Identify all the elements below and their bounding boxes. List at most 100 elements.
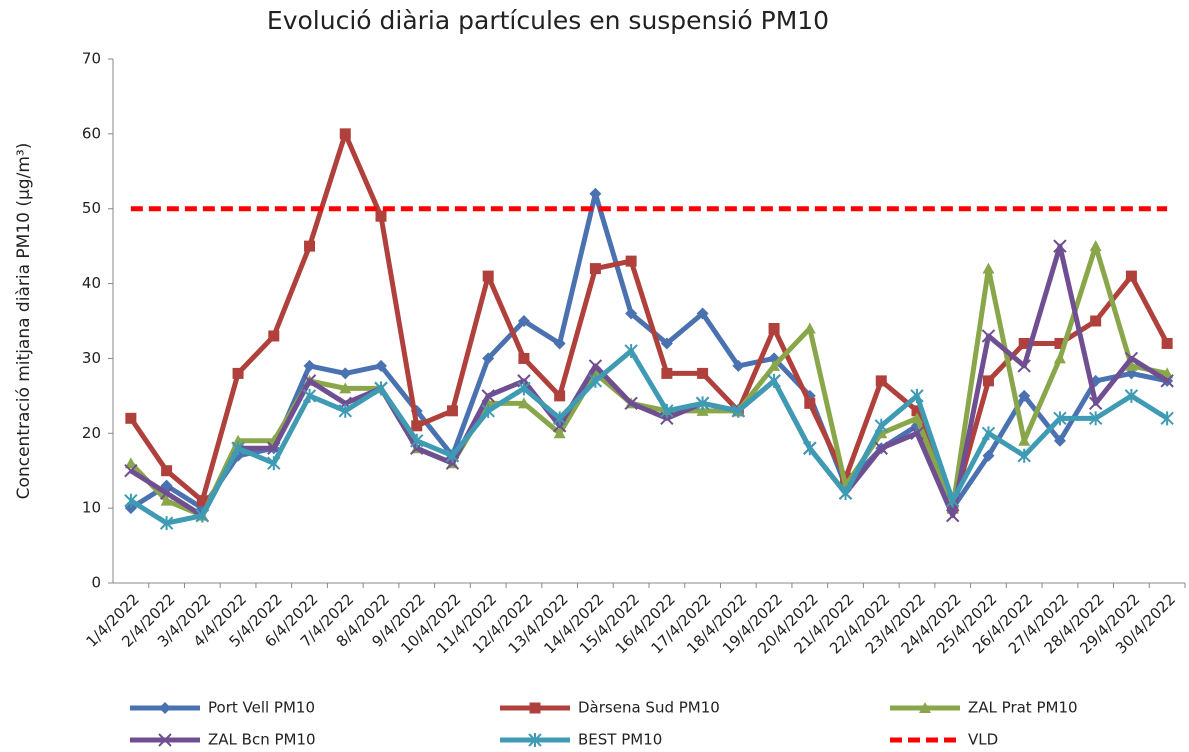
marker (267, 456, 281, 471)
marker (589, 263, 601, 275)
marker (158, 733, 172, 747)
marker (482, 270, 494, 282)
marker (517, 397, 530, 409)
marker (803, 441, 817, 456)
marker (1053, 239, 1067, 253)
marker (768, 359, 781, 371)
marker (552, 411, 567, 426)
marker (302, 388, 317, 403)
marker (1090, 315, 1102, 327)
marker (768, 322, 780, 334)
marker (588, 359, 603, 373)
y-tick-label: 70 (82, 50, 101, 68)
marker (1088, 396, 1103, 411)
marker (339, 128, 351, 140)
marker (874, 418, 888, 433)
marker (1054, 337, 1066, 349)
marker (529, 702, 541, 714)
marker (481, 389, 495, 403)
y-tick-label: 0 (91, 574, 101, 592)
marker (482, 352, 495, 365)
marker (1018, 389, 1031, 402)
marker (1053, 352, 1066, 364)
marker (1124, 351, 1139, 366)
marker (732, 359, 745, 372)
marker (1017, 359, 1031, 373)
marker (624, 343, 638, 358)
marker (1089, 240, 1102, 252)
marker (518, 352, 530, 364)
legend-label: ZAL Prat PM10 (968, 699, 1078, 717)
marker (339, 382, 352, 394)
marker (696, 307, 709, 320)
marker (445, 448, 460, 463)
marker (553, 427, 566, 439)
marker (911, 405, 923, 417)
marker (697, 367, 709, 379)
marker (302, 374, 317, 388)
marker (517, 381, 531, 396)
marker (1017, 448, 1031, 463)
marker (374, 381, 388, 396)
marker (375, 359, 387, 372)
marker (161, 465, 173, 477)
marker (874, 441, 888, 455)
marker (838, 486, 853, 501)
marker (232, 434, 245, 446)
marker (1161, 367, 1174, 379)
marker (124, 493, 138, 508)
marker (159, 486, 174, 500)
marker (528, 733, 542, 747)
marker (624, 396, 638, 411)
marker (982, 262, 995, 274)
marker (339, 367, 352, 380)
series (124, 343, 1174, 531)
y-tick-label: 30 (82, 349, 101, 367)
marker (767, 373, 781, 388)
legend-label: Dàrsena Sud PM10 (578, 699, 720, 717)
marker (1088, 411, 1103, 426)
marker (910, 426, 924, 440)
y-tick-label: 60 (82, 124, 101, 142)
y-tick-label: 40 (82, 274, 101, 292)
marker (625, 255, 637, 267)
marker (232, 367, 244, 379)
marker (946, 493, 960, 508)
marker (660, 403, 674, 418)
marker (125, 412, 137, 424)
marker (481, 403, 495, 418)
y-tick-label: 10 (82, 499, 101, 517)
series (125, 128, 1173, 514)
marker (517, 315, 530, 327)
marker (919, 702, 931, 713)
marker (304, 240, 316, 252)
marker (375, 210, 387, 222)
marker (231, 441, 245, 456)
marker (553, 337, 566, 350)
marker (1053, 411, 1067, 426)
legend-label: BEST PM10 (578, 731, 662, 749)
y-tick-label: 50 (82, 199, 101, 217)
marker (124, 464, 138, 478)
marker (446, 405, 458, 417)
marker (124, 457, 137, 469)
marker (303, 359, 316, 372)
marker (1018, 337, 1030, 349)
marker (1161, 337, 1173, 349)
marker (661, 367, 673, 379)
marker (589, 187, 602, 200)
marker (196, 495, 208, 507)
marker (1053, 434, 1066, 447)
marker (195, 508, 210, 523)
marker (1125, 359, 1138, 371)
legend-label: VLD (968, 731, 998, 749)
marker (160, 494, 173, 506)
marker (911, 412, 923, 424)
legend-label: Port Vell PM10 (208, 699, 315, 717)
marker (625, 307, 638, 320)
marker (660, 337, 673, 350)
chart-title: Evolució diària partícules en suspensió … (267, 6, 829, 35)
marker (588, 373, 603, 388)
line (129, 348, 1169, 526)
